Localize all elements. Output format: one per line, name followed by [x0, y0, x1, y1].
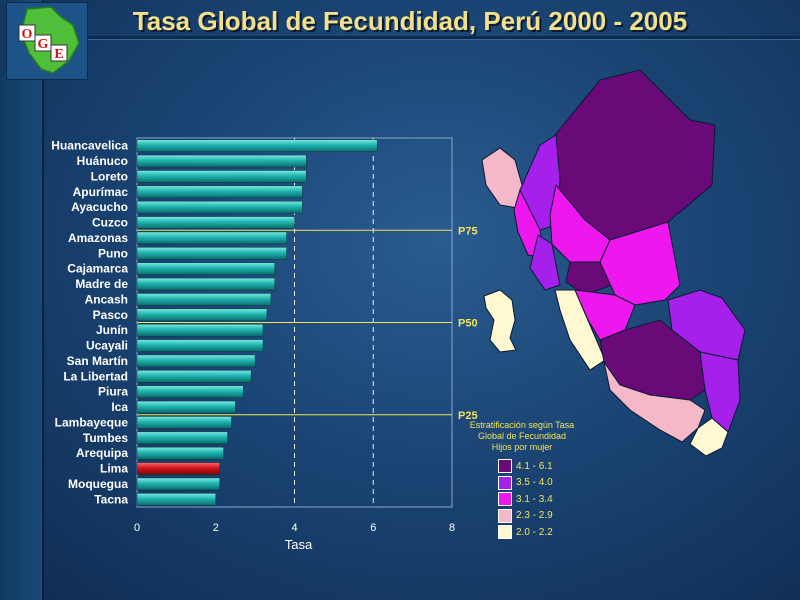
map-region-la-libertad [529, 234, 561, 291]
logo-letter-e: E [54, 47, 63, 62]
logo-letter-o: O [22, 27, 33, 42]
map-legend: 4.1 - 6.1 3.5 - 4.0 3.1 - 3.4 2.3 - 2.9 … [498, 458, 553, 541]
map-region-ucayali [599, 221, 681, 306]
bar [136, 216, 295, 229]
category-label: Madre de [75, 277, 128, 291]
x-tick-label: 6 [370, 522, 376, 534]
bar [136, 493, 216, 506]
category-label: Arequipa [76, 446, 128, 460]
category-label: Loreto [91, 169, 128, 183]
category-label: Ucayali [86, 339, 128, 353]
legend-label: 2.3 - 2.9 [516, 510, 553, 522]
title-underline [86, 36, 800, 39]
legend-caption: Estratificación según Tasa Global de Fec… [456, 420, 588, 453]
bar [136, 139, 378, 152]
reference-label: P75 [458, 225, 478, 237]
legend-item: 3.1 - 3.4 [498, 491, 553, 508]
legend-label: 4.1 - 6.1 [516, 460, 553, 472]
x-tick-label: 8 [449, 522, 455, 534]
legend-swatch [498, 475, 512, 490]
x-tick-label: 0 [134, 522, 140, 534]
bar [136, 293, 272, 306]
left-band [0, 0, 44, 600]
map-region-tacna [689, 417, 729, 457]
category-label: Apurímac [73, 185, 129, 199]
bar [136, 370, 252, 383]
bar [136, 200, 303, 214]
category-label: Ica [111, 400, 128, 414]
bar [136, 277, 276, 291]
category-label: Lima [100, 462, 128, 476]
legend-label: 3.5 - 4.0 [516, 477, 553, 489]
map-region-coast-north [481, 147, 523, 209]
bar [136, 354, 256, 368]
map-region-puno [699, 351, 741, 433]
category-label: Lambayeque [55, 415, 129, 429]
x-tick-label: 2 [213, 522, 219, 534]
bar [136, 231, 287, 245]
bar [136, 416, 232, 429]
reference-label: P50 [458, 318, 478, 330]
map-region-huanuco [565, 261, 613, 296]
category-label: Tumbes [83, 431, 128, 445]
category-label: Ayacucho [71, 200, 128, 214]
bar-highlight [136, 462, 220, 475]
legend-swatch [498, 459, 512, 474]
oge-logo: O G E [6, 2, 88, 80]
category-label: Cuzco [92, 216, 128, 230]
bar [136, 477, 220, 491]
bar [136, 446, 224, 460]
x-axis-label: Tasa [285, 537, 313, 552]
legend-swatch [498, 525, 512, 540]
peru-map [481, 69, 746, 457]
legend-item: 3.5 - 4.0 [498, 475, 553, 492]
legend-swatch [498, 492, 512, 507]
category-label: Tacna [94, 492, 128, 506]
category-label: Piura [98, 385, 128, 399]
legend-label: 3.1 - 3.4 [516, 493, 553, 505]
bar [136, 308, 268, 322]
category-label: Ancash [85, 292, 128, 306]
bar [136, 385, 244, 398]
x-tick-label: 4 [291, 522, 297, 534]
bar [136, 400, 236, 414]
legend-swatch [498, 508, 512, 523]
category-label: Amazonas [68, 231, 128, 245]
category-label: Moquegua [68, 477, 128, 491]
legend-item: 2.3 - 2.9 [498, 508, 553, 525]
category-label: Junín [96, 323, 128, 337]
map-inset-lima [483, 289, 517, 353]
category-label: Puno [98, 246, 128, 260]
legend-caption-line-1: Estratificación según Tasa [469, 420, 575, 430]
category-label: Huancavelica [51, 139, 128, 153]
legend-label: 2.0 - 2.2 [516, 526, 553, 538]
bar [136, 323, 264, 337]
bar [136, 170, 307, 183]
bar [136, 185, 303, 199]
bar [136, 154, 307, 168]
bar [136, 247, 287, 260]
bar [136, 431, 228, 445]
page-title: Tasa Global de Fecundidad, Perú 2000 - 2… [132, 6, 688, 36]
category-label: La Libertad [63, 369, 128, 383]
legend-caption-line-3: Hijos por mujer [491, 442, 553, 452]
category-label: Pasco [93, 308, 128, 322]
reference-label: P25 [458, 410, 478, 422]
category-label: San Martín [67, 354, 128, 368]
logo-letter-g: G [38, 37, 49, 52]
bar [136, 262, 276, 275]
bar [136, 339, 264, 352]
legend-item: 4.1 - 6.1 [498, 458, 553, 475]
legend-item: 2.0 - 2.2 [498, 524, 553, 541]
category-label: Cajamarca [67, 262, 128, 276]
legend-caption-line-2: Global de Fecundidad [477, 431, 567, 441]
category-label: Huánuco [77, 154, 128, 168]
